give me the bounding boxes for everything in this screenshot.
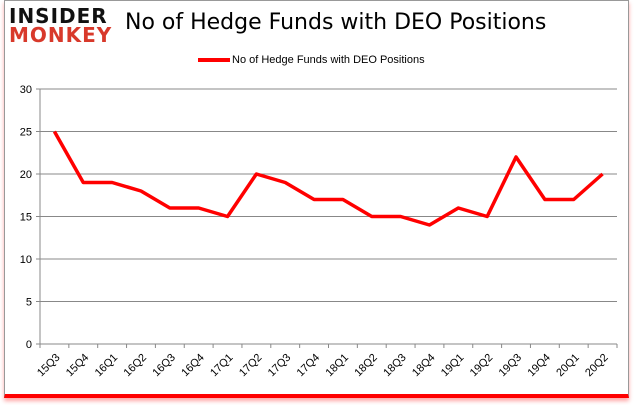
y-tick-label: 5 xyxy=(26,297,32,309)
y-tick-label: 15 xyxy=(20,212,32,224)
legend: No of Hedge Funds with DEO Positions xyxy=(198,54,425,66)
y-tick-label: 30 xyxy=(20,84,32,96)
x-tick-label: 16Q3 xyxy=(150,352,178,380)
logo-line2: MONKEY xyxy=(9,23,113,47)
x-tick-label: 18Q4 xyxy=(410,352,438,380)
x-tick-label: 18Q1 xyxy=(324,352,352,380)
x-tick-label: 16Q1 xyxy=(93,352,121,380)
x-tick-label: 16Q4 xyxy=(179,352,207,380)
chart-title: No of Hedge Funds with DEO Positions xyxy=(125,10,547,35)
y-tick-label: 25 xyxy=(20,127,32,139)
legend-swatch xyxy=(198,58,230,62)
y-tick-label: 0 xyxy=(26,339,32,351)
series-line xyxy=(52,130,604,227)
x-tick-label: 20Q1 xyxy=(554,352,582,380)
y-tick-label: 20 xyxy=(20,169,32,181)
x-tick-label: 15Q3 xyxy=(35,352,63,380)
x-tick-label: 15Q4 xyxy=(64,352,92,380)
legend-label: No of Hedge Funds with DEO Positions xyxy=(232,54,425,66)
logo-line1: INSIDER xyxy=(9,4,108,28)
x-tick-label: 19Q1 xyxy=(439,352,467,380)
x-tick-label: 16Q2 xyxy=(122,352,150,380)
chart-border xyxy=(4,0,629,398)
x-tick-label: 19Q4 xyxy=(525,352,553,380)
x-tick-label: 19Q2 xyxy=(468,352,496,380)
x-tick-label: 17Q2 xyxy=(237,352,265,380)
x-tick-label: 17Q4 xyxy=(295,352,323,380)
x-tick-label: 17Q1 xyxy=(208,352,236,380)
y-tick-label: 10 xyxy=(20,254,32,266)
x-tick-label: 18Q2 xyxy=(352,352,380,380)
x-tick-label: 18Q3 xyxy=(381,352,409,380)
x-tick-label: 19Q3 xyxy=(497,352,525,380)
insider-monkey-logo: INSIDER MONKEY xyxy=(9,4,113,47)
x-tick-label: 20Q2 xyxy=(583,352,611,380)
x-tick-label: 17Q3 xyxy=(266,352,294,380)
